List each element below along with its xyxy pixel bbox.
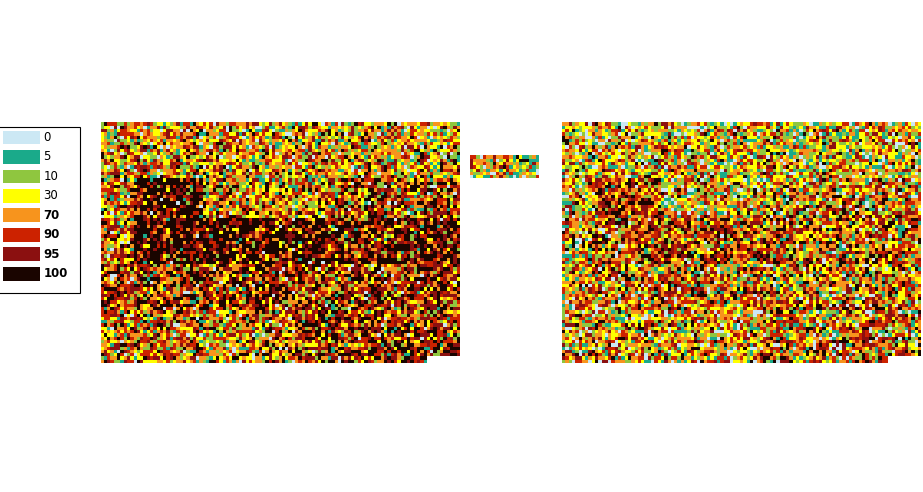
Text: 90: 90 [43,228,60,241]
Bar [0,127,80,293]
Bar [4,189,40,203]
Bar [4,170,40,184]
Bar [4,228,40,242]
Text: 95: 95 [43,248,60,261]
Bar [4,247,40,261]
Text: 70: 70 [43,209,60,222]
Text: 10: 10 [43,170,58,183]
Text: 0: 0 [43,131,51,144]
Bar [4,150,40,164]
Text: 5: 5 [43,151,51,163]
Text: 100: 100 [43,267,68,280]
Text: 30: 30 [43,189,58,202]
Bar [4,267,40,280]
Bar [4,130,40,145]
Bar [4,209,40,222]
